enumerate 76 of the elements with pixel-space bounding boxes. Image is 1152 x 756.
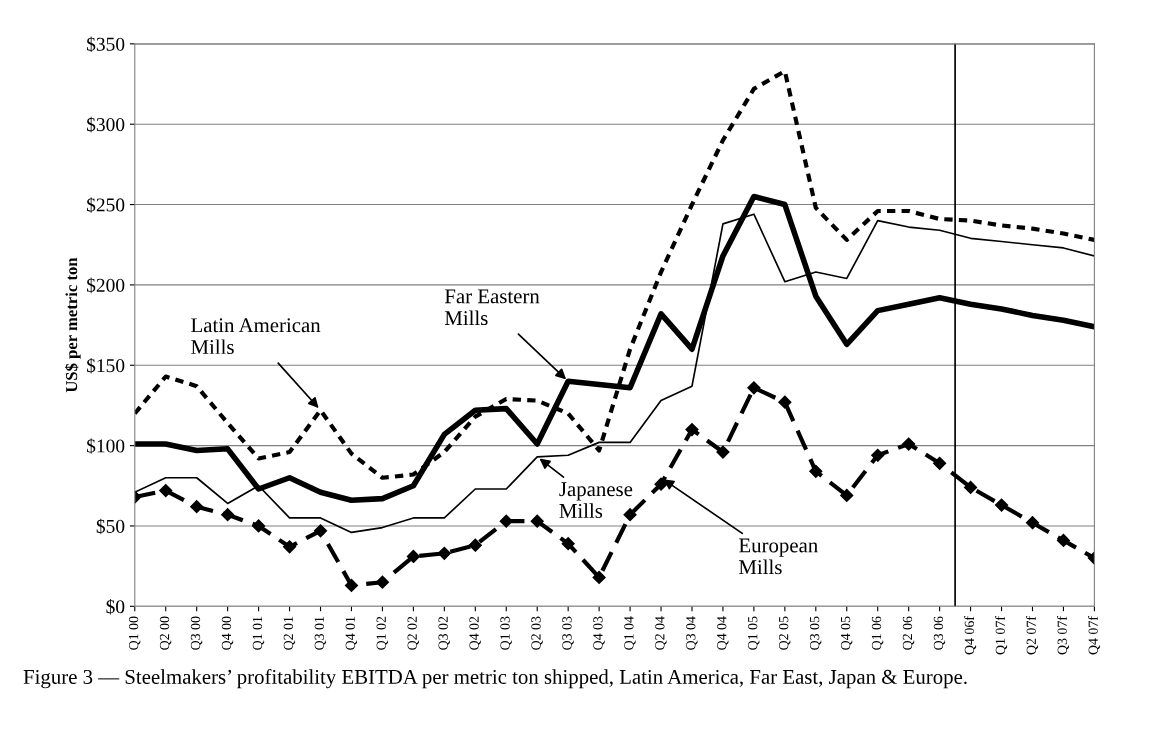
x-tick-label: Q2 00 [159, 616, 172, 650]
annotation: Japanese Mills [559, 482, 633, 518]
x-tick-label: Q3 03 [562, 616, 574, 650]
point [252, 519, 266, 533]
y-tick-label: $300 [87, 116, 125, 133]
x-tick-label: Q2 07f [1026, 616, 1039, 655]
x-tick-label: Q3 02 [438, 616, 450, 650]
point [221, 508, 235, 522]
x-tick-label: Q3 07f [1057, 616, 1070, 655]
y-tick-label: $50 [96, 518, 125, 535]
x-tick-label: Q4 07f [1087, 616, 1100, 655]
point [685, 422, 699, 437]
point [190, 500, 204, 514]
y-axis-title: US$ per metric ton [65, 257, 81, 393]
point [375, 575, 390, 589]
x-tick-label: Q4 01 [345, 616, 358, 650]
x-tick-label: Q2 03 [531, 616, 543, 650]
x-tick-label: Q4 05 [840, 616, 853, 650]
y-tick-label: $200 [87, 277, 125, 294]
y-tick-label: $100 [87, 438, 125, 454]
point [716, 445, 730, 459]
point [499, 514, 513, 528]
x-tick-label: Q1 03 [500, 616, 512, 650]
x-tick-label: Q2 04 [655, 616, 667, 650]
x-tick-label: Q3 01 [314, 616, 327, 650]
x-tick-label: Q4 04 [717, 616, 729, 650]
point [592, 570, 606, 584]
point [1025, 516, 1040, 530]
x-tick-label: Q1 01 [252, 616, 265, 650]
x-tick-label: Q3 05 [809, 616, 822, 650]
x-tick-label: Q2 01 [283, 616, 296, 650]
x-tick-label: Q2 02 [407, 616, 419, 650]
point [840, 488, 854, 503]
point [871, 448, 885, 462]
point [778, 395, 792, 409]
point [530, 514, 544, 528]
x-tick-label: Q3 06 [933, 616, 946, 650]
x-tick-label: Q1 04 [624, 616, 636, 650]
x-tick-label: Q1 07f [995, 616, 1008, 655]
point [747, 381, 761, 395]
x-tick-label: Q4 03 [593, 616, 605, 650]
x-tick-label: Q4 00 [221, 616, 234, 650]
x-tick-label: Q1 00 [128, 616, 141, 650]
x-tick-label: Q1 06 [871, 616, 884, 650]
point [963, 480, 978, 494]
x-tick-label: Q3 00 [190, 616, 203, 650]
point [994, 498, 1009, 512]
y-tick-label: $0 [106, 598, 125, 615]
point [902, 437, 916, 451]
point [159, 484, 173, 498]
y-tick-label: $150 [87, 357, 125, 374]
point [1056, 533, 1071, 548]
point [623, 508, 637, 522]
point [282, 540, 297, 554]
y-tick-label: $350 [87, 36, 125, 53]
text: Figure 3 — Steelmakers’ profitability EBITDA per metric ton shipped, Latin America, Far East, Japan & Europe. [23, 669, 967, 689]
x-tick-label: Q1 05 [747, 616, 760, 650]
x-tick-label: Q2 06 [902, 616, 915, 650]
point [809, 464, 823, 478]
x-tick-label: Q1 02 [376, 616, 389, 650]
x-tick-label: Q3 04 [686, 616, 698, 650]
annotation: Latin American Mills [191, 318, 321, 355]
annotation: Far Eastern Mills [444, 289, 540, 326]
point [344, 578, 359, 593]
point [561, 537, 575, 551]
x-tick-label: Q4 02 [469, 616, 481, 650]
point [406, 549, 420, 564]
point [437, 546, 451, 560]
x-tick-label: Q2 05 [778, 616, 791, 650]
y-tick-label: $250 [87, 197, 125, 213]
point [654, 477, 668, 491]
x-tick-label: Q4 06f [964, 616, 977, 655]
point [933, 456, 947, 470]
point [313, 524, 328, 538]
annotation: European Mills [739, 538, 818, 575]
point [468, 538, 482, 552]
